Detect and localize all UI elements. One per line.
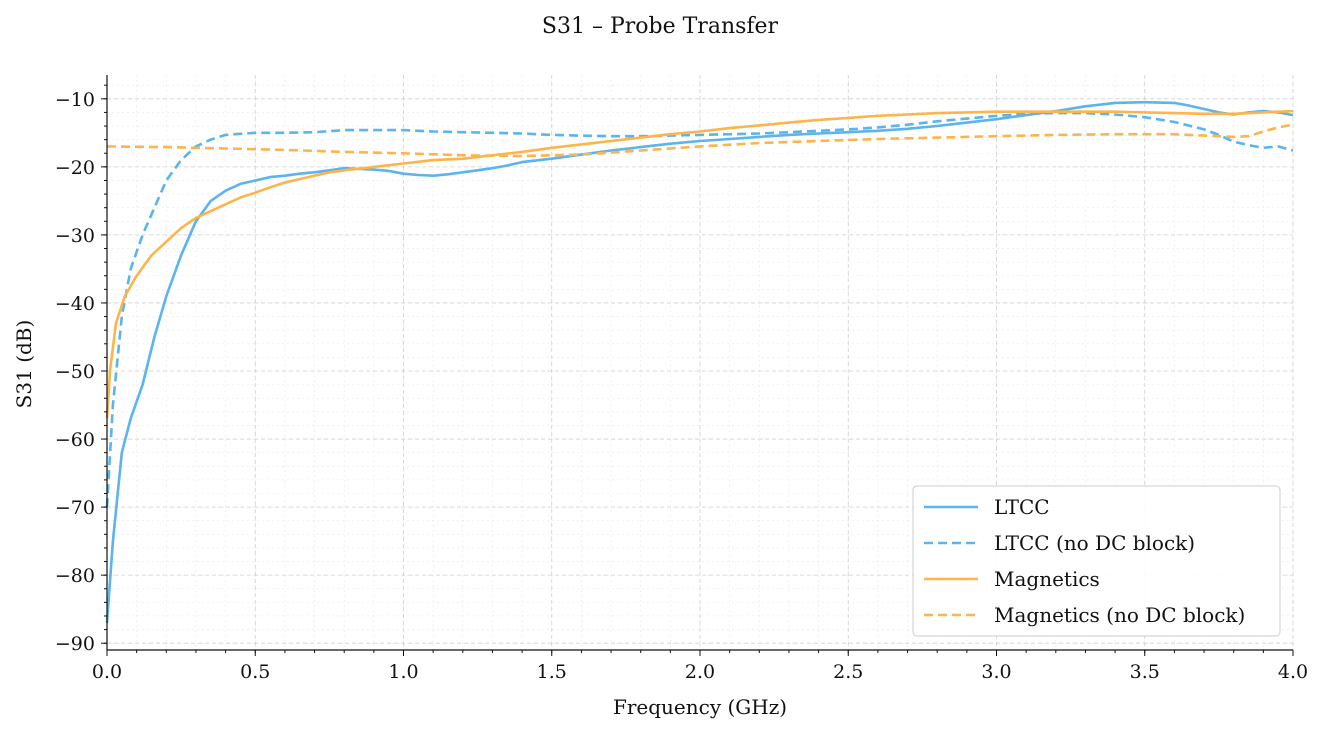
y-tick-label: −10 — [55, 89, 95, 111]
series-line-0 — [105, 100, 1294, 623]
y-tick-label: −80 — [55, 565, 95, 587]
legend-label: LTCC — [994, 495, 1050, 519]
legend-label: LTCC (no DC block) — [994, 531, 1195, 555]
x-axis-label: Frequency (GHz) — [613, 695, 787, 719]
series-line-2 — [105, 109, 1294, 419]
x-tick-label: 2.0 — [685, 661, 715, 683]
y-tick-label: −40 — [55, 293, 95, 315]
y-tick-label: −90 — [55, 633, 95, 655]
y-tick-label: −70 — [55, 497, 95, 519]
y-axis-label: S31 (dB) — [12, 320, 36, 409]
x-tick-label: 0.0 — [92, 661, 122, 683]
x-tick-label: 4.0 — [1278, 661, 1308, 683]
y-tick-label: −60 — [55, 429, 95, 451]
x-tick-label: 2.5 — [833, 661, 863, 683]
series-line-3 — [106, 123, 1294, 158]
legend-label: Magnetics — [994, 567, 1100, 591]
legend-label: Magnetics (no DC block) — [994, 603, 1245, 627]
series-lines — [105, 100, 1294, 623]
axes: 0.0 0.5 1.0 1.5 2.0 2.5 3.0 3.5 4.0 −90 −80 −70 −60 −… — [55, 75, 1308, 683]
x-tick-label: 3.0 — [981, 661, 1011, 683]
x-tick-label: 3.5 — [1130, 661, 1160, 683]
y-tick-label: −30 — [55, 225, 95, 247]
x-tick-label: 1.0 — [388, 661, 418, 683]
y-tick-label: −50 — [55, 361, 95, 383]
x-tick-label: 0.5 — [240, 661, 270, 683]
legend: LTCC LTCC (no DC block) Magnetics Magnetics… — [912, 485, 1281, 637]
legend-box — [912, 485, 1281, 637]
chart-title: S31 – Probe Transfer — [542, 14, 779, 39]
y-tick-label: −20 — [55, 157, 95, 179]
x-tick-label: 1.5 — [537, 661, 567, 683]
